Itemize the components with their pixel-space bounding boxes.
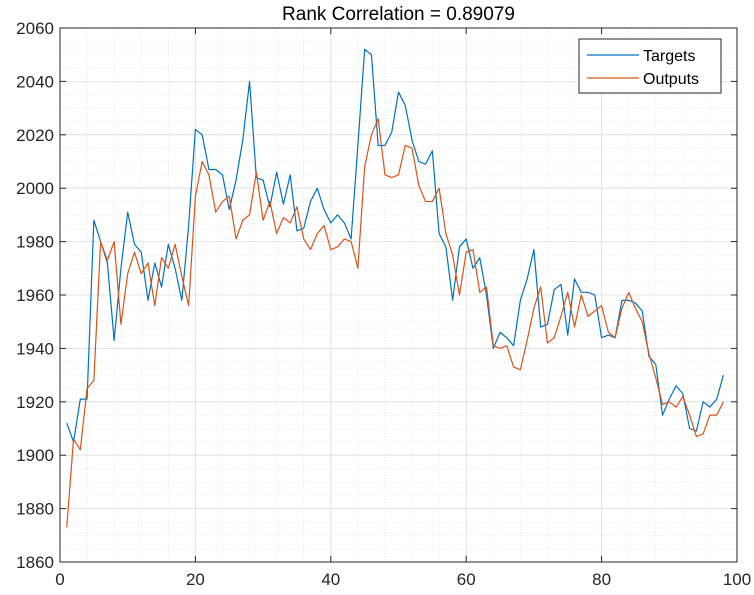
y-tick-label: 1980	[16, 233, 54, 252]
x-tick-label: 0	[55, 570, 64, 589]
y-tick-labels: 1860 1880 1900 1920 1940 1960 1980 2000 2020 2040…	[16, 19, 54, 572]
major-grid	[59, 27, 738, 563]
x-tick-label: 40	[321, 570, 340, 589]
legend: Targets Outputs	[578, 38, 722, 94]
y-tick-label: 1940	[16, 339, 54, 358]
legend-box	[578, 38, 722, 94]
y-tick-label: 2000	[16, 179, 54, 198]
series-line-outputs	[66, 118, 724, 528]
y-tick-label: 2040	[16, 72, 54, 91]
y-tick-label: 1900	[16, 446, 54, 465]
x-tick-label: 20	[186, 570, 205, 589]
y-tick-label: 2060	[16, 19, 54, 38]
x-tick-label: 100	[723, 570, 751, 589]
y-tick-label: 1960	[16, 286, 54, 305]
legend-label-outputs: Outputs	[643, 71, 699, 88]
x-tick-labels: 0 20 40 60 80 100	[55, 570, 751, 589]
y-tick-label: 1860	[16, 553, 54, 572]
y-tick-label: 2020	[16, 126, 54, 145]
tick-marks	[59, 27, 738, 563]
x-tick-label: 80	[592, 570, 611, 589]
y-tick-label: 1880	[16, 500, 54, 519]
series-layer	[66, 48, 725, 528]
chart-title: Rank Correlation = 0.89079	[282, 4, 515, 25]
y-tick-label: 1920	[16, 393, 54, 412]
legend-label-targets: Targets	[643, 48, 695, 65]
x-tick-label: 60	[457, 570, 476, 589]
